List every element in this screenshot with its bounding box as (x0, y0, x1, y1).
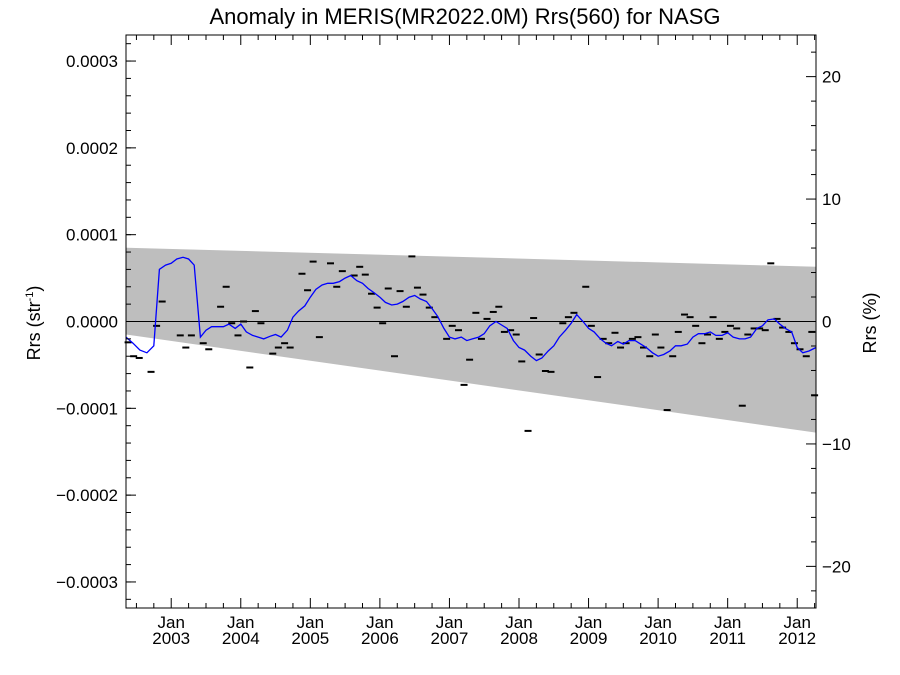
smoothed-series-line (125, 256, 817, 362)
x-tick-month-label: Jan (784, 613, 811, 632)
y-right-tick-label: 10 (822, 190, 841, 209)
y-axis-left-label: Rrs (str-1) (24, 286, 44, 361)
y-left-tick-label: 0.0000 (66, 313, 118, 332)
y-right-tick-label: −10 (822, 435, 851, 454)
y-axis-right-label: Rrs (%) (860, 293, 880, 354)
y-left-tick-label: 0.0003 (66, 52, 118, 71)
x-axis: Jan2003Jan2004Jan2005Jan2006Jan2007Jan20… (135, 35, 816, 648)
plot-area (124, 34, 819, 609)
y-left-tick-label: −0.0002 (56, 486, 118, 505)
x-tick-year-label: 2003 (152, 629, 190, 648)
y-right-tick-label: 0 (822, 313, 831, 332)
y-right-tick-label: −20 (822, 557, 851, 576)
x-tick-year-label: 2009 (570, 629, 608, 648)
x-tick-month-label: Jan (436, 613, 463, 632)
x-tick-year-label: 2012 (778, 629, 816, 648)
y-right-tick-label: 20 (822, 68, 841, 87)
x-tick-year-label: 2004 (222, 629, 260, 648)
y-left-tick-label: 0.0002 (66, 139, 118, 158)
confidence-band (126, 247, 816, 433)
y-left-tick-label: −0.0003 (56, 573, 118, 592)
x-tick-month-label: Jan (227, 613, 254, 632)
y-left-tick-label: −0.0001 (56, 399, 118, 418)
x-tick-year-label: 2005 (291, 629, 329, 648)
x-tick-month-label: Jan (644, 613, 671, 632)
x-tick-year-label: 2006 (361, 629, 399, 648)
x-tick-year-label: 2010 (639, 629, 677, 648)
x-tick-month-label: Jan (575, 613, 602, 632)
y-axis-left: 0.0003 0.0002 0.0001 0.0000 −0.0001 −0.0002 −0… (56, 43, 136, 600)
x-tick-year-label: 2011 (709, 629, 746, 648)
x-tick-year-label: 2008 (500, 629, 538, 648)
x-tick-year-label: 2007 (431, 629, 469, 648)
x-tick-month-label: Jan (158, 613, 185, 632)
x-tick-month-label: Jan (297, 613, 324, 632)
chart-title: Anomaly in MERIS(MR2022.0M) Rrs(560) for… (209, 4, 720, 29)
y-left-tick-label: 0.0001 (66, 226, 118, 245)
x-tick-month-label: Jan (366, 613, 393, 632)
x-tick-month-label: Jan (714, 613, 741, 632)
y-axis-right: 20 10 0 −10 −20 (806, 51, 851, 592)
x-tick-month-label: Jan (505, 613, 532, 632)
